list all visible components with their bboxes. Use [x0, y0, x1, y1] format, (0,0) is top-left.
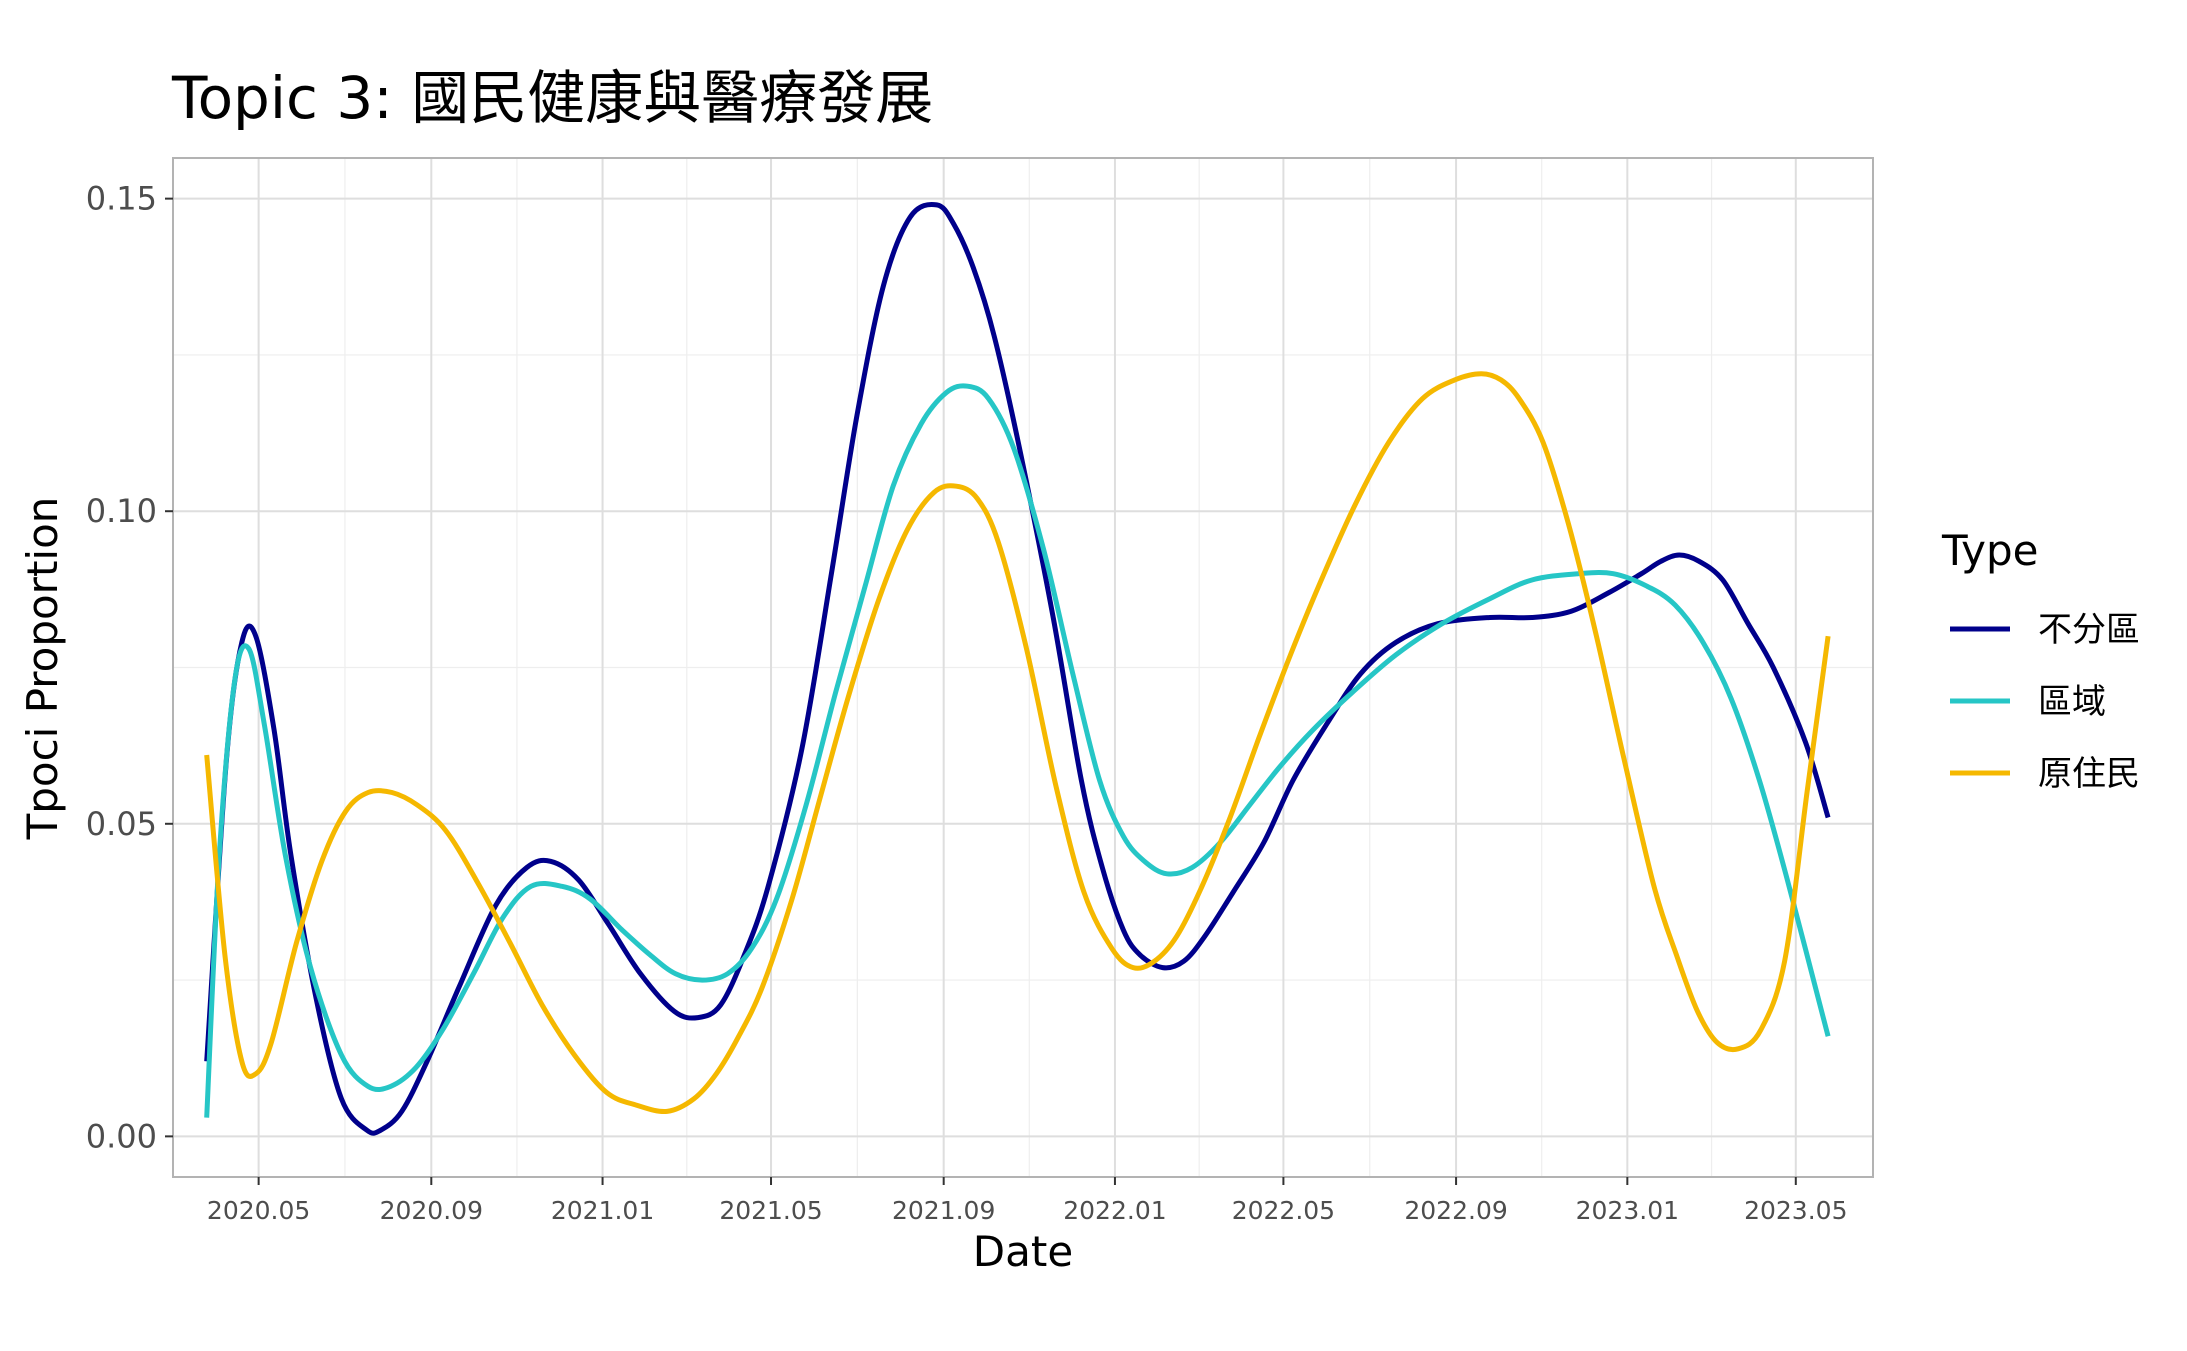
- y-axis-title: Tpoci Proportion: [18, 497, 67, 841]
- x-tick-label: 2023.05: [1744, 1196, 1847, 1225]
- x-axis: 2020.05 2020.09 2021.01 2021.05 2021.09 2022.…: [207, 1177, 1847, 1225]
- chart-title: Topic 3: 國民健康與醫療發展: [171, 64, 933, 132]
- x-tick-label: 2022.01: [1063, 1196, 1166, 1225]
- plot-panel: [172, 157, 1874, 1178]
- series-lines: [204, 201, 1831, 1136]
- legend-title: Type: [1941, 526, 2038, 575]
- x-tick-label: 2020.05: [207, 1196, 310, 1225]
- y-tick-label: 0.15: [86, 180, 157, 218]
- x-tick-label: 2023.01: [1576, 1196, 1679, 1225]
- y-axis: 0.00 0.05 0.10 0.15: [86, 180, 173, 1155]
- x-tick-label: 2020.09: [380, 1196, 483, 1225]
- y-tick-label: 0.05: [86, 805, 157, 843]
- y-tick-label: 0.10: [86, 492, 157, 530]
- minor-gridlines: [173, 158, 1873, 1177]
- x-tick-label: 2021.01: [551, 1196, 654, 1225]
- legend-label: 原住民: [2038, 754, 2140, 794]
- legend-label: 不分區: [2038, 610, 2140, 650]
- series-line-qu-yu: [204, 383, 1831, 1118]
- x-tick-label: 2022.09: [1404, 1196, 1507, 1225]
- plot-panel-border: [172, 157, 1874, 1178]
- series-line-bu-fen-qu: [204, 201, 1831, 1136]
- x-axis-title: Date: [973, 1227, 1073, 1276]
- series-line-yuan-zhu-min: [204, 371, 1831, 1115]
- y-tick-label: 0.00: [86, 1117, 157, 1155]
- x-tick-label: 2021.09: [892, 1196, 995, 1225]
- x-tick-label: 2021.05: [719, 1196, 822, 1225]
- x-tick-label: 2022.05: [1232, 1196, 1335, 1225]
- legend-label: 區域: [2038, 682, 2106, 722]
- major-gridlines: [173, 158, 1873, 1177]
